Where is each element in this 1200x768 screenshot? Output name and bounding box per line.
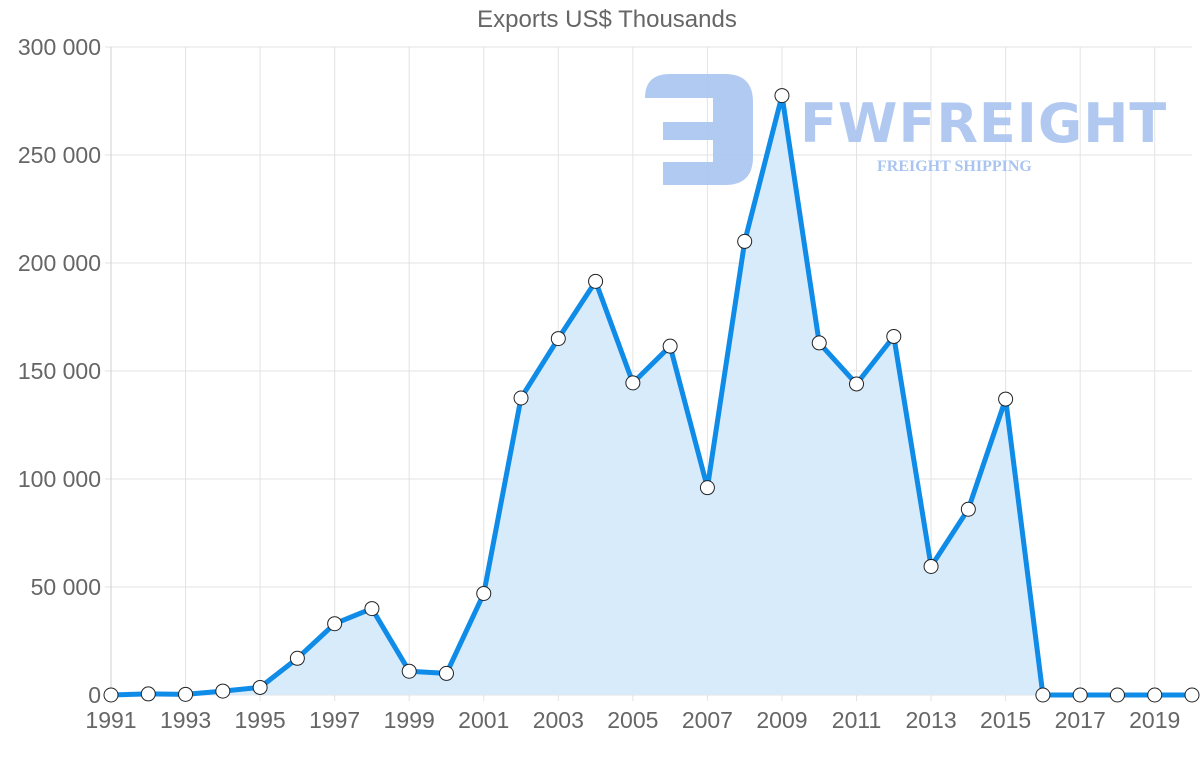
data-point-marker[interactable] [699, 480, 715, 496]
data-point-marker[interactable] [215, 683, 231, 699]
data-point-marker[interactable] [364, 601, 380, 617]
x-axis: 1991 1993 1995 1997 1999 2001 2003 2005 2007 2009… [85, 707, 1180, 733]
data-point-marker[interactable] [1072, 687, 1088, 703]
data-point-marker[interactable] [289, 650, 305, 666]
data-point-marker[interactable] [178, 686, 194, 702]
data-point-marker[interactable] [252, 679, 268, 695]
x-tick-label: 1993 [160, 707, 211, 733]
data-point-marker[interactable] [1035, 687, 1051, 703]
y-tick-label: 150 000 [18, 358, 101, 384]
data-point-marker[interactable] [1147, 687, 1163, 703]
y-axis: 0 50 000 100 000 150 000 200 000 250 000 300 0… [18, 34, 101, 708]
x-tick-label: 2007 [682, 707, 733, 733]
x-tick-label: 2015 [980, 707, 1031, 733]
data-point-marker[interactable] [737, 233, 753, 249]
x-tick-label: 2001 [458, 707, 509, 733]
x-tick-label: 1999 [384, 707, 435, 733]
y-tick-label: 250 000 [18, 142, 101, 168]
x-tick-label: 2009 [756, 707, 807, 733]
x-tick-label: 1991 [85, 707, 136, 733]
data-point-marker[interactable] [625, 375, 641, 391]
data-point-marker[interactable] [588, 273, 604, 289]
data-point-marker[interactable] [849, 376, 865, 392]
data-point-marker[interactable] [476, 585, 492, 601]
x-tick-label: 2013 [905, 707, 956, 733]
data-point-marker[interactable] [438, 665, 454, 681]
data-point-marker[interactable] [886, 328, 902, 344]
data-point-marker[interactable] [140, 686, 156, 702]
x-tick-label: 2005 [607, 707, 658, 733]
y-tick-label: 300 000 [18, 34, 101, 60]
data-point-marker[interactable] [1184, 687, 1200, 703]
data-point-marker[interactable] [327, 616, 343, 632]
x-tick-label: 2003 [533, 707, 584, 733]
data-point-marker[interactable] [103, 687, 119, 703]
y-tick-label: 50 000 [31, 574, 101, 600]
data-line [110, 93, 1192, 698]
x-tick-label: 1995 [235, 707, 286, 733]
data-point-marker[interactable] [513, 390, 529, 406]
y-tick-label: 0 [88, 682, 101, 708]
data-point-marker[interactable] [662, 338, 678, 354]
x-tick-label: 2019 [1129, 707, 1180, 733]
data-point-marker[interactable] [1109, 687, 1125, 703]
data-point-marker[interactable] [923, 558, 939, 574]
y-tick-label: 100 000 [18, 466, 101, 492]
data-points [103, 88, 1200, 703]
data-point-marker[interactable] [550, 331, 566, 347]
area-fill [111, 95, 1192, 696]
chart-title: Exports US$ Thousands [477, 6, 737, 33]
data-point-marker[interactable] [960, 501, 976, 517]
data-point-marker[interactable] [401, 663, 417, 679]
x-tick-label: 1997 [309, 707, 360, 733]
x-tick-label: 2011 [832, 707, 881, 733]
data-point-marker[interactable] [998, 391, 1014, 407]
data-point-marker[interactable] [811, 335, 827, 351]
y-tick-label: 200 000 [18, 250, 101, 276]
x-tick-label: 2017 [1055, 707, 1106, 733]
data-point-marker[interactable] [774, 88, 790, 104]
